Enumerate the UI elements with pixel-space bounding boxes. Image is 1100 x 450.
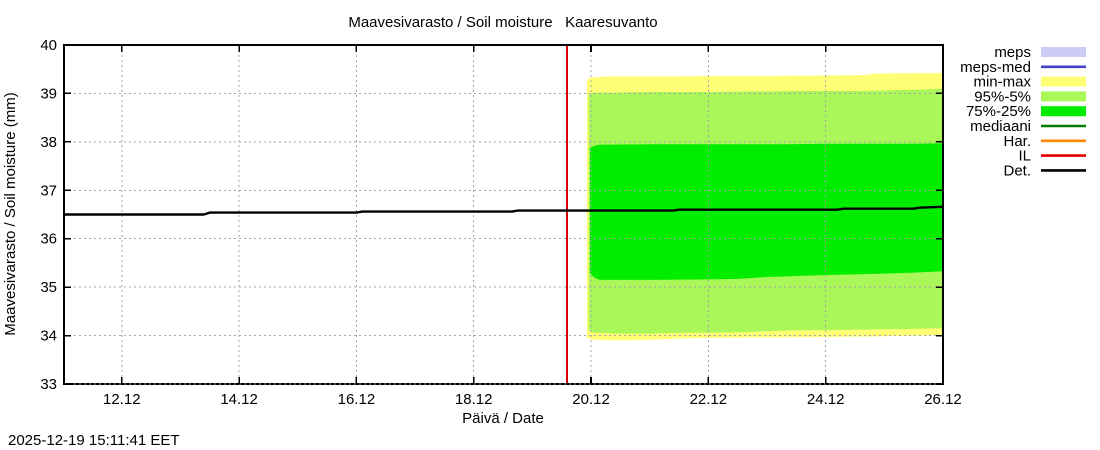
axis-ticks	[64, 44, 944, 385]
x-axis-title: Päivä / Date	[462, 410, 544, 427]
x-tick-label: 24.12	[807, 391, 845, 408]
legend-item: IL	[1018, 148, 1086, 165]
x-tick-label: 18.12	[455, 391, 493, 408]
legend-item: meps	[994, 44, 1086, 61]
y-tick-label: 40	[40, 37, 57, 54]
x-tick-label: 12.12	[103, 391, 141, 408]
legend-item: Har.	[1003, 133, 1086, 150]
legend-label: Har.	[1003, 133, 1031, 150]
band-75%-25%	[589, 143, 943, 280]
y-tick-label: 34	[40, 328, 57, 345]
chart-title: Maavesivarasto / Soil moisture Kaaresuva…	[348, 14, 657, 31]
deterministic-line-group	[64, 205, 944, 216]
y-tick-label: 38	[40, 134, 57, 151]
legend-swatch-band	[1041, 106, 1086, 117]
x-tick-label: 26.12	[924, 391, 962, 408]
y-tick-label: 33	[40, 376, 57, 393]
legend-label: 75%-25%	[966, 103, 1031, 120]
y-tick-label: 39	[40, 85, 57, 102]
x-tick-label: 22.12	[690, 391, 728, 408]
legend-label: IL	[1018, 148, 1031, 165]
generated-timestamp: 2025-12-19 15:11:41 EET	[8, 432, 180, 449]
legend-label: Det.	[1003, 162, 1031, 179]
legend-label: meps-med	[960, 59, 1031, 76]
y-tick-label: 37	[40, 182, 57, 199]
legend-item: mediaani	[970, 118, 1086, 135]
legend-label: 95%-5%	[974, 88, 1031, 105]
legend-item: Det.	[1003, 162, 1086, 179]
legend-label: min-max	[973, 74, 1031, 91]
legend: mepsmeps-medmin-max95%-5%75%-25%mediaani…	[960, 44, 1086, 179]
plot-frame-group	[63, 44, 944, 385]
x-tick-labels: 12.12 14.12 16.12 18.12 20.12 22.12 24.12 26.12	[103, 391, 962, 408]
legend-swatch-band	[1041, 76, 1086, 87]
legend-item: 75%-25%	[966, 103, 1086, 120]
x-tick-label: 14.12	[220, 391, 258, 408]
y-tick-label: 35	[40, 279, 57, 296]
legend-item: min-max	[973, 74, 1086, 91]
x-tick-label: 16.12	[338, 391, 376, 408]
plot-frame	[63, 44, 944, 385]
forecast-bands	[586, 73, 943, 341]
x-tick-label: 20.12	[572, 391, 610, 408]
legend-label: meps	[994, 44, 1031, 61]
grid-lines	[64, 45, 943, 384]
legend-item: meps-med	[960, 59, 1086, 76]
y-tick-label: 36	[40, 231, 57, 248]
legend-item: 95%-5%	[974, 88, 1086, 105]
legend-swatch-band	[1041, 91, 1086, 102]
det-line	[64, 205, 944, 216]
legend-label: mediaani	[970, 118, 1031, 135]
legend-swatch-band	[1041, 47, 1086, 57]
y-tick-labels: 33 34 35 36 37 38 39 40	[40, 37, 57, 393]
y-axis-title: Maavesivarasto / Soil moisture (mm)	[2, 92, 19, 335]
